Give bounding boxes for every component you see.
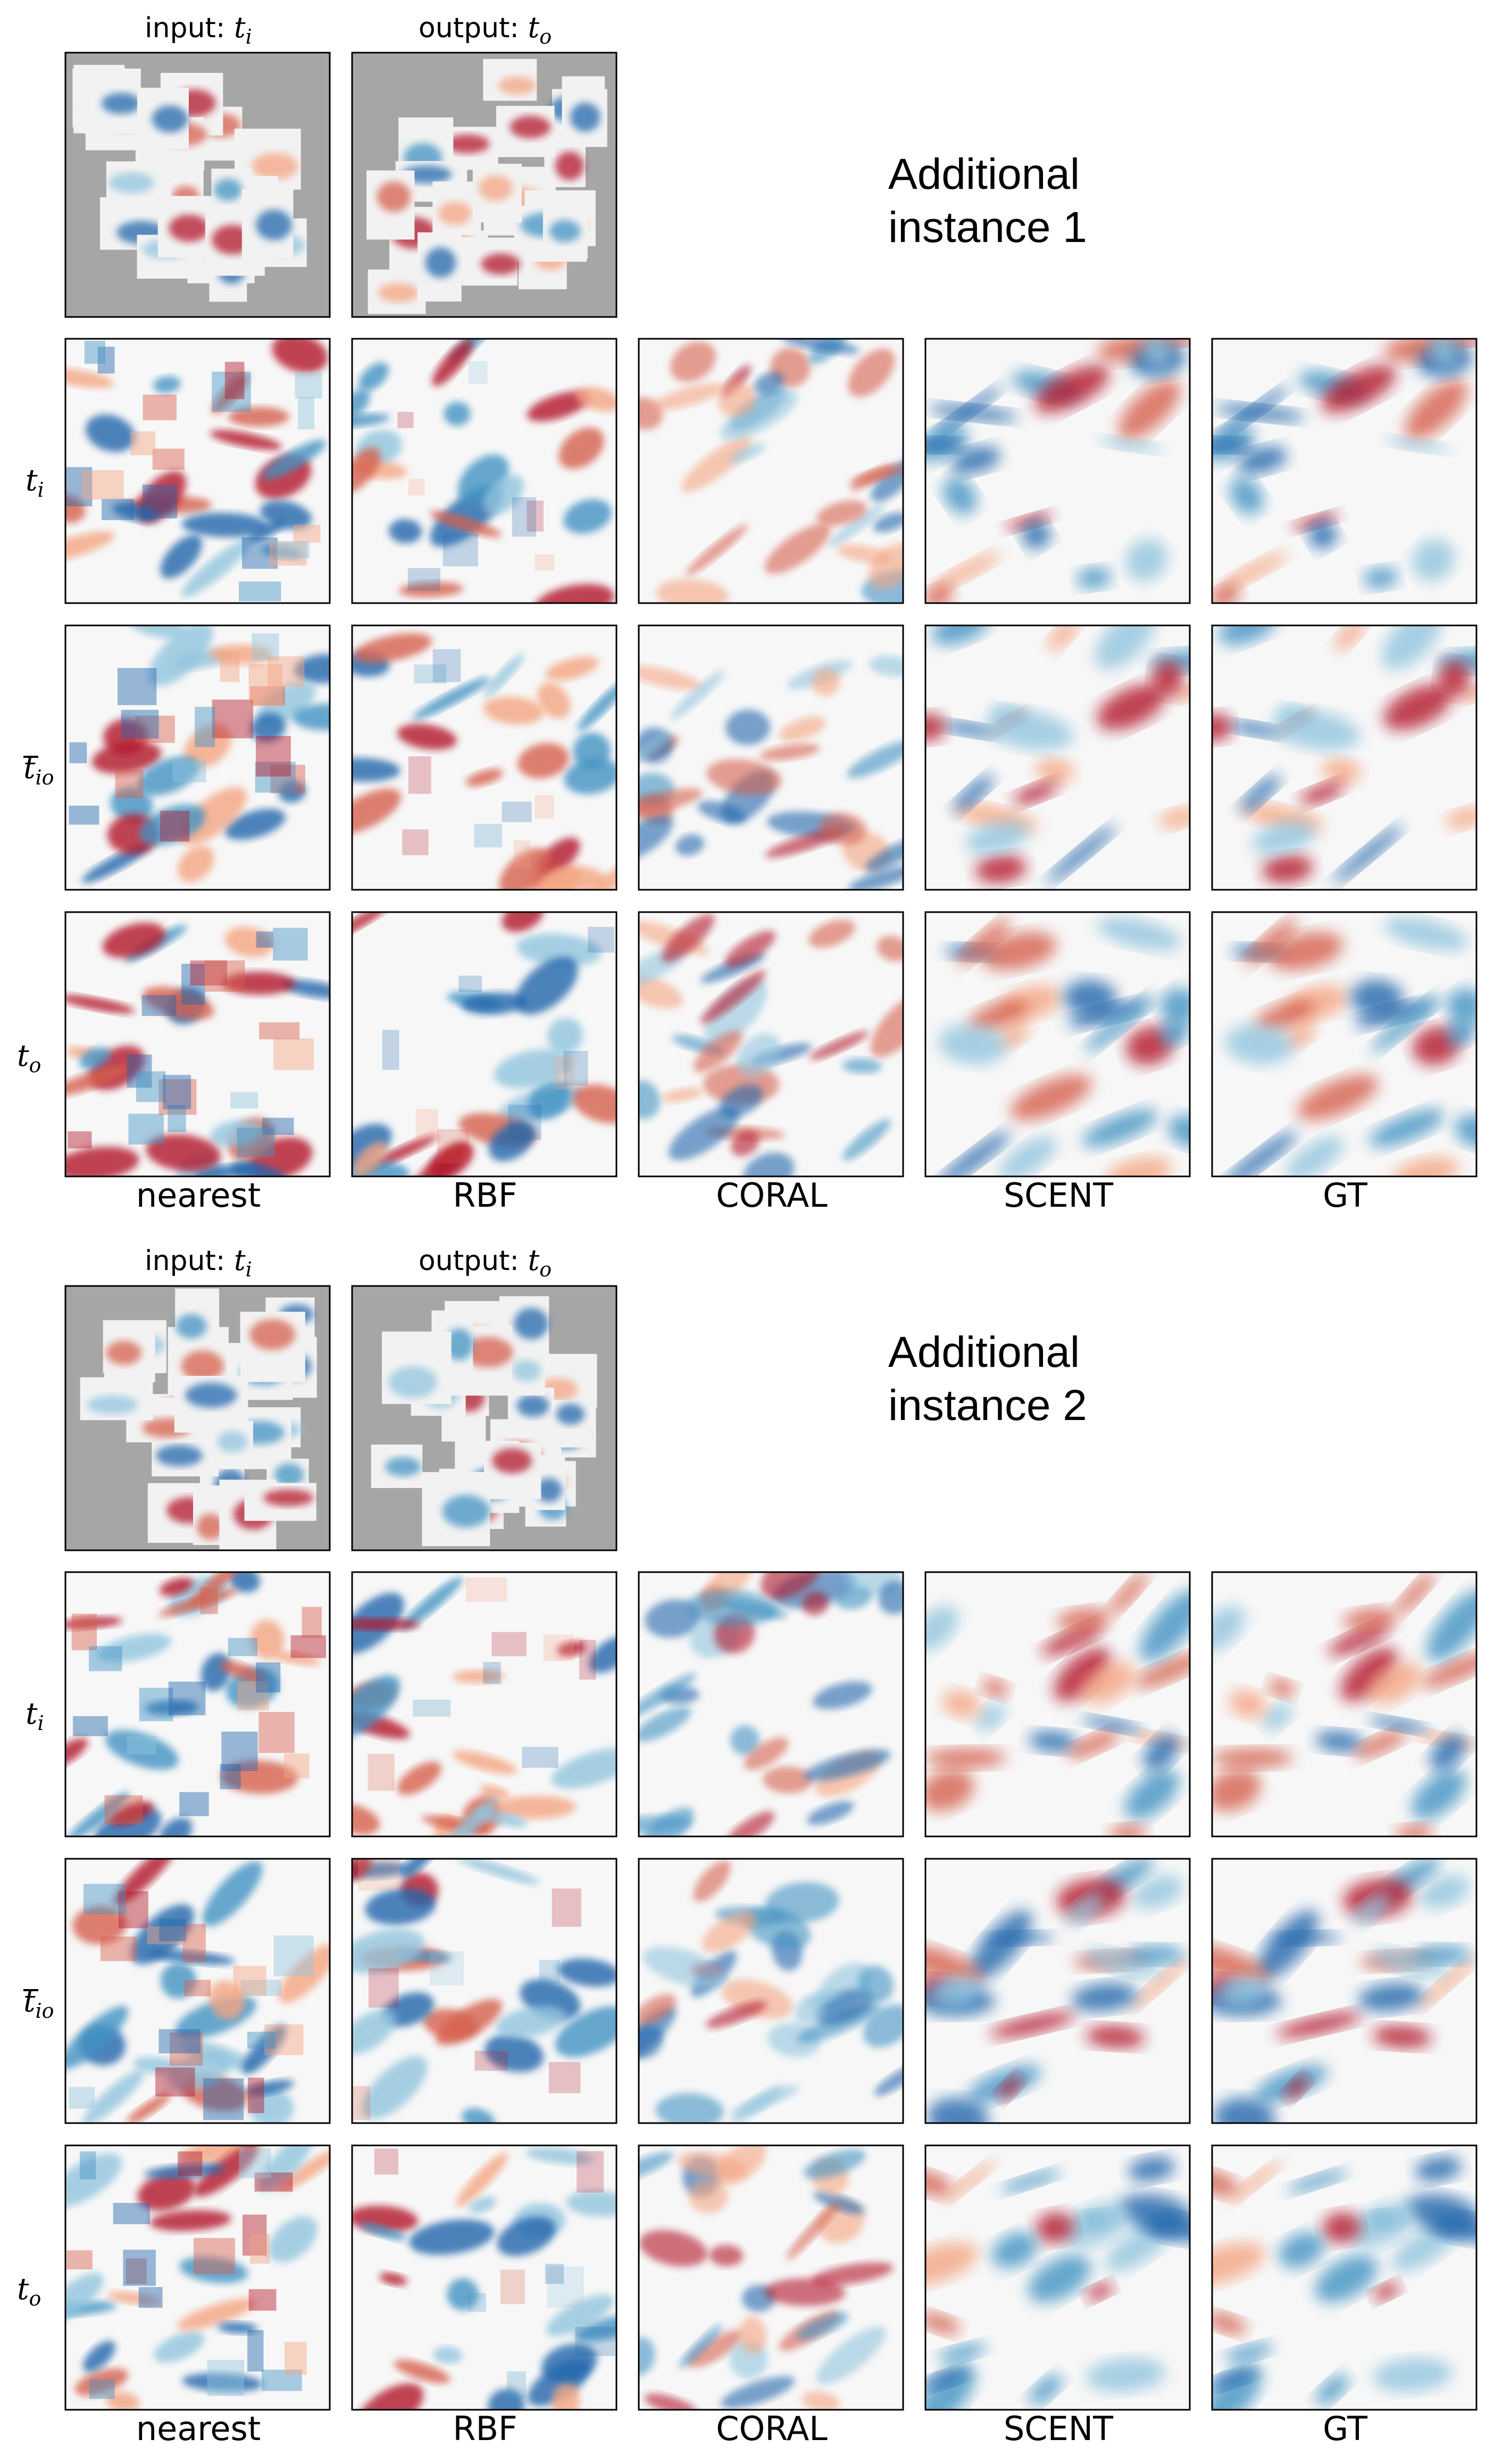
row-label-t-o: to [17,1039,41,1077]
row-label-t-o: to [17,2272,41,2310]
panel-scent [924,338,1191,604]
sparse-input-panel [64,52,331,318]
column-label-gt: GT [1323,1176,1368,1215]
svg-text:tio: tio [23,751,54,789]
grid-row-t-i [64,1571,1478,1837]
panel-gt [1211,1858,1478,2124]
panel-nearest [64,911,331,1177]
panel-gt [1211,338,1478,604]
panel-rbf [351,1571,617,1837]
panel-coral [638,911,904,1177]
row-label-t-io: tio [23,751,54,789]
panel-scent [924,1571,1191,1837]
sparse-output-panel [351,52,617,318]
panel-scent [924,1858,1191,2124]
panel-gt [1211,1571,1478,1837]
panel-scent [924,911,1191,1177]
instance-title-line2: instance 2 [888,1381,1087,1430]
panel-nearest [64,2144,331,2411]
input-panel-header: input: ti [145,1243,252,1281]
column-label-scent: SCENT [1004,1176,1114,1215]
panel-gt [1211,624,1478,891]
panel-nearest [64,1858,331,2124]
panel-rbf [351,338,617,604]
panel-coral [638,624,904,891]
column-label-coral: CORAL [716,1176,828,1215]
instance-title-line2: instance 1 [888,203,1087,252]
instance-1: input: ti output: to Additional instance… [17,11,1478,1215]
panel-rbf [351,911,617,1177]
input-panel-header: input: ti [145,11,252,48]
panel-nearest [64,1571,331,1837]
panel-rbf [351,2144,617,2411]
panel-coral [638,338,904,604]
grid-row-t-i [64,338,1478,604]
panel-gt [1211,911,1478,1177]
panel-scent [924,2144,1191,2411]
row-label-t-i: ti [26,1697,44,1735]
panel-rbf [351,1858,617,2124]
panel-nearest [64,624,331,891]
output-panel-header: output: to [419,1243,552,1281]
panel-coral [638,2144,904,2411]
sparse-input-panel [64,1285,331,1551]
output-panel-header: output: to [419,11,552,48]
panel-gt [1211,2144,1478,2411]
panel-coral [638,1571,904,1837]
row-label-t-i: ti [26,463,44,502]
column-label-nearest: nearest [136,2409,261,2448]
column-label-rbf: RBF [453,2409,517,2448]
instance-title-line1: Additional [888,1328,1080,1376]
instance-2: input: ti output: to Additional instance… [17,1243,1478,2448]
panel-scent [924,624,1191,891]
panel-coral [638,1858,904,2124]
grid-row-t-io [64,624,1478,891]
column-label-nearest: nearest [136,1176,261,1215]
row-label-t-io: tio [23,1984,54,2023]
grid-row-t-o [64,2144,1478,2411]
instance-title-line1: Additional [888,150,1080,198]
panel-nearest [64,338,331,604]
column-label-rbf: RBF [453,1176,517,1215]
column-label-coral: CORAL [716,2409,828,2448]
column-label-gt: GT [1323,2409,1368,2448]
svg-text:tio: tio [23,1984,54,2023]
grid-row-t-io [64,1858,1478,2124]
column-label-scent: SCENT [1004,2409,1114,2448]
panel-rbf [351,624,617,891]
sparse-output-panel [351,1285,617,1551]
grid-row-t-o [64,911,1478,1177]
